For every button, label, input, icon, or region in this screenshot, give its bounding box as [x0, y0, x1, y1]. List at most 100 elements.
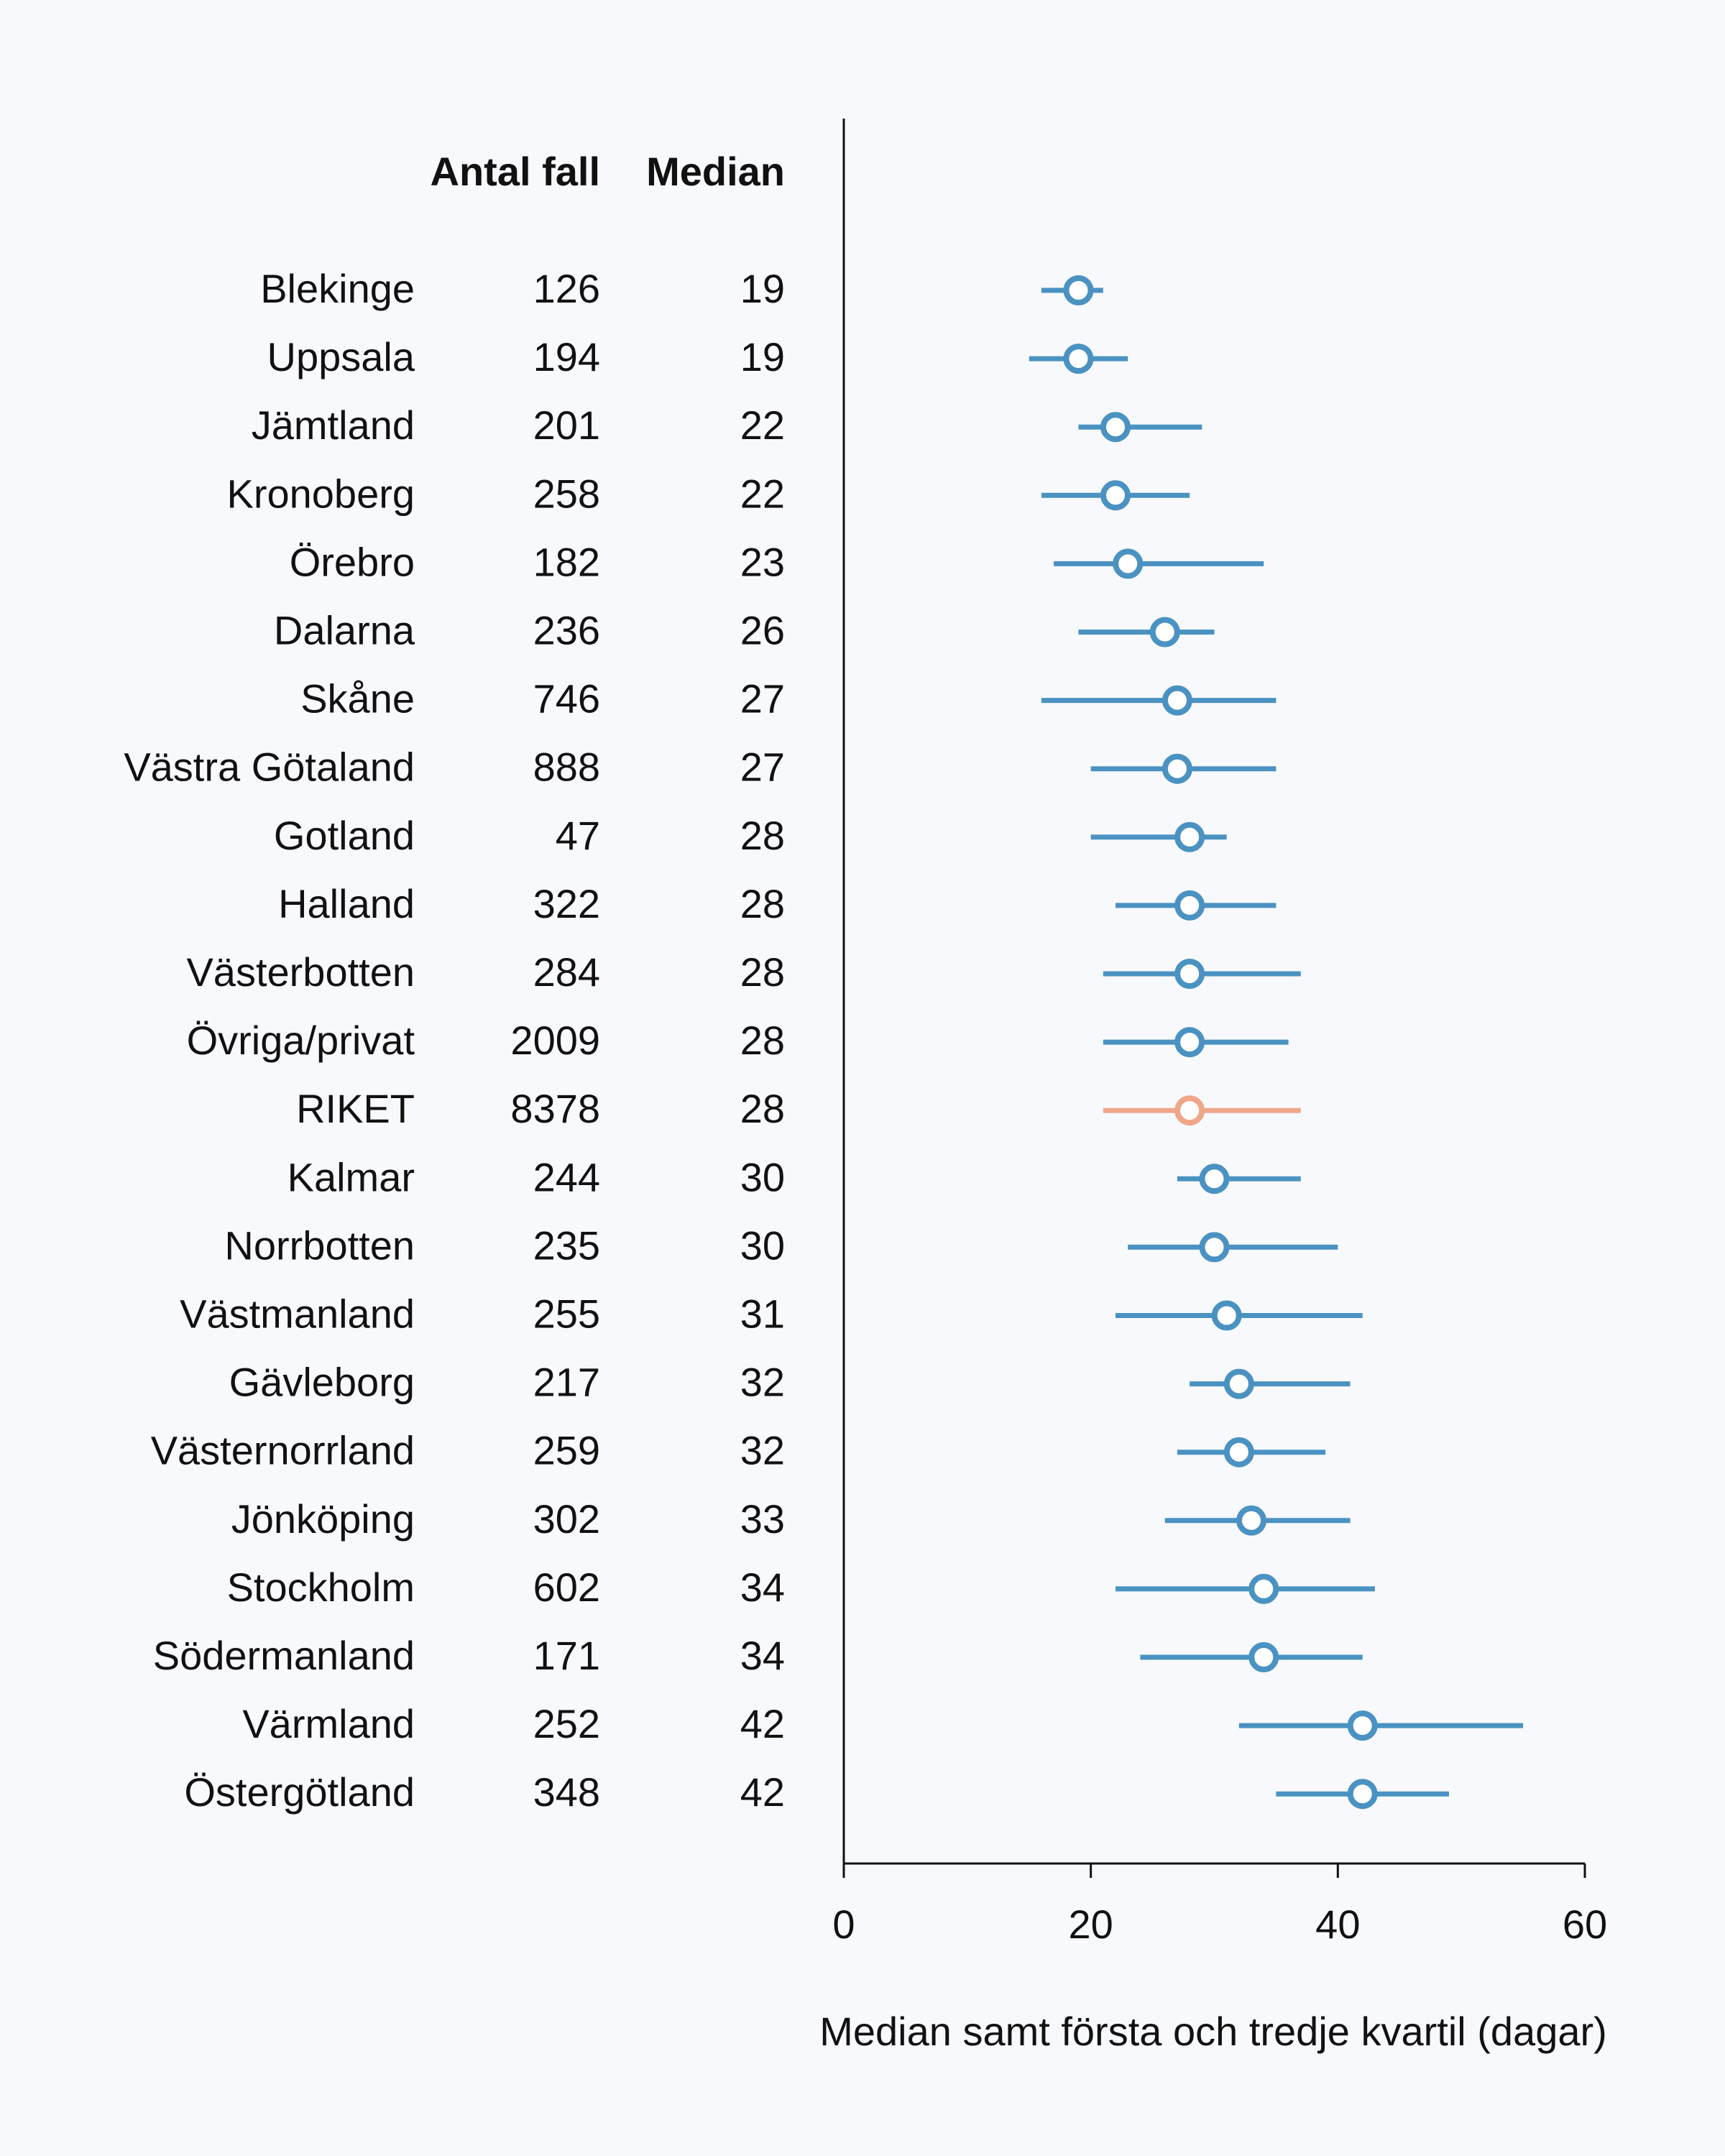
x-tick-label: 60 — [1563, 1902, 1607, 1947]
row-median-label: 28 — [740, 949, 785, 995]
row-count-label: 888 — [533, 745, 600, 790]
median-point — [1174, 890, 1205, 921]
row-count-label: 255 — [533, 1291, 600, 1337]
row-count-label: 252 — [533, 1701, 600, 1746]
median-point — [1174, 1095, 1205, 1126]
median-point — [1223, 1437, 1254, 1468]
median-point — [1174, 1027, 1205, 1058]
row-median-label: 42 — [740, 1701, 785, 1746]
row-name-label: Jämtland — [252, 402, 415, 448]
row-name-label: RIKET — [296, 1086, 415, 1131]
data-row: Blekinge 126 19 — [260, 266, 1103, 311]
data-row: Stockholm 602 34 — [227, 1565, 1375, 1610]
median-point — [1149, 617, 1180, 648]
row-name-label: Blekinge — [260, 266, 415, 311]
row-median-label: 30 — [740, 1222, 785, 1268]
row-name-label: Skåne — [300, 676, 415, 722]
data-row: Västmanland 255 31 — [180, 1291, 1363, 1337]
data-row: Jönköping 302 33 — [231, 1496, 1351, 1542]
row-count-label: 235 — [533, 1222, 600, 1268]
row-median-label: 32 — [740, 1428, 785, 1473]
row-name-label: Västmanland — [180, 1291, 415, 1337]
row-median-label: 28 — [740, 813, 785, 858]
row-median-label: 30 — [740, 1154, 785, 1199]
data-row: Kalmar 244 30 — [288, 1154, 1301, 1199]
row-count-label: 258 — [533, 471, 600, 516]
x-tick-label: 0 — [832, 1902, 855, 1947]
data-row: Skåne 746 27 — [300, 676, 1276, 722]
row-count-label: 201 — [533, 402, 600, 448]
data-row: Västerbotten 284 28 — [186, 949, 1301, 995]
row-name-label: Södermanland — [153, 1633, 415, 1678]
data-row: Jämtland 201 22 — [252, 402, 1202, 448]
row-median-label: 27 — [740, 745, 785, 790]
row-name-label: Örebro — [290, 539, 415, 584]
median-point — [1174, 821, 1205, 852]
row-name-label: Västra Götaland — [124, 745, 415, 790]
row-name-label: Stockholm — [227, 1565, 415, 1610]
row-count-label: 217 — [533, 1360, 600, 1405]
row-count-label: 2009 — [510, 1018, 600, 1063]
row-median-label: 34 — [740, 1633, 785, 1678]
row-median-label: 19 — [740, 266, 785, 311]
row-median-label: 28 — [740, 1086, 785, 1131]
row-name-label: Värmland — [242, 1701, 415, 1746]
data-row: RIKET 8378 28 — [296, 1086, 1301, 1131]
row-name-label: Gävleborg — [229, 1360, 415, 1405]
row-median-label: 32 — [740, 1360, 785, 1405]
median-point — [1100, 480, 1131, 511]
row-median-label: 22 — [740, 471, 785, 516]
data-row: Övriga/privat 2009 28 — [187, 1018, 1289, 1063]
count-column-header: Antal fall — [431, 149, 600, 194]
x-axis-ticks: 0 20 40 60 — [832, 1864, 1607, 1947]
median-point — [1211, 1300, 1242, 1331]
row-name-label: Dalarna — [274, 608, 415, 653]
row-median-label: 22 — [740, 402, 785, 448]
data-row: Gävleborg 217 32 — [229, 1360, 1351, 1405]
median-point — [1100, 412, 1131, 443]
data-row: Dalarna 236 26 — [274, 608, 1215, 653]
data-row: Norrbotten 235 30 — [224, 1222, 1338, 1268]
row-median-label: 28 — [740, 881, 785, 926]
row-count-label: 236 — [533, 608, 600, 653]
row-count-label: 602 — [533, 1565, 600, 1610]
data-row: Östergötland 348 42 — [184, 1769, 1449, 1815]
row-count-label: 259 — [533, 1428, 600, 1473]
row-median-label: 33 — [740, 1496, 785, 1542]
median-point — [1162, 685, 1192, 716]
row-name-label: Halland — [278, 881, 415, 926]
median-point — [1248, 1573, 1279, 1604]
row-median-label: 19 — [740, 334, 785, 379]
row-count-label: 244 — [533, 1154, 600, 1199]
x-tick-label: 40 — [1315, 1902, 1360, 1947]
row-count-label: 171 — [533, 1633, 600, 1678]
median-point — [1162, 753, 1192, 784]
median-point — [1113, 548, 1144, 579]
median-point — [1223, 1368, 1254, 1399]
data-row: Värmland 252 42 — [242, 1701, 1524, 1746]
median-point — [1347, 1779, 1378, 1810]
median-point — [1199, 1164, 1230, 1194]
data-row: Halland 322 28 — [278, 881, 1276, 926]
data-row: Kronoberg 258 22 — [226, 471, 1190, 516]
row-count-label: 194 — [533, 334, 600, 379]
x-axis-title: Median samt första och tredje kvartil (d… — [819, 2009, 1607, 2054]
median-point — [1199, 1232, 1230, 1263]
data-row: Gotland 47 28 — [274, 813, 1227, 858]
data-row: Södermanland 171 34 — [153, 1633, 1363, 1678]
data-row: Västernorrland 259 32 — [151, 1428, 1326, 1473]
row-count-label: 322 — [533, 881, 600, 926]
median-column-header: Median — [646, 149, 785, 194]
data-row: Uppsala 194 19 — [267, 334, 1128, 379]
data-row: Västra Götaland 888 27 — [124, 745, 1276, 790]
row-median-label: 42 — [740, 1769, 785, 1815]
row-name-label: Västerbotten — [186, 949, 415, 995]
row-count-label: 182 — [533, 539, 600, 584]
median-point — [1347, 1710, 1378, 1741]
row-count-label: 8378 — [510, 1086, 600, 1131]
data-row: Örebro 182 23 — [290, 539, 1264, 584]
row-name-label: Västernorrland — [151, 1428, 415, 1473]
median-point — [1248, 1642, 1279, 1672]
